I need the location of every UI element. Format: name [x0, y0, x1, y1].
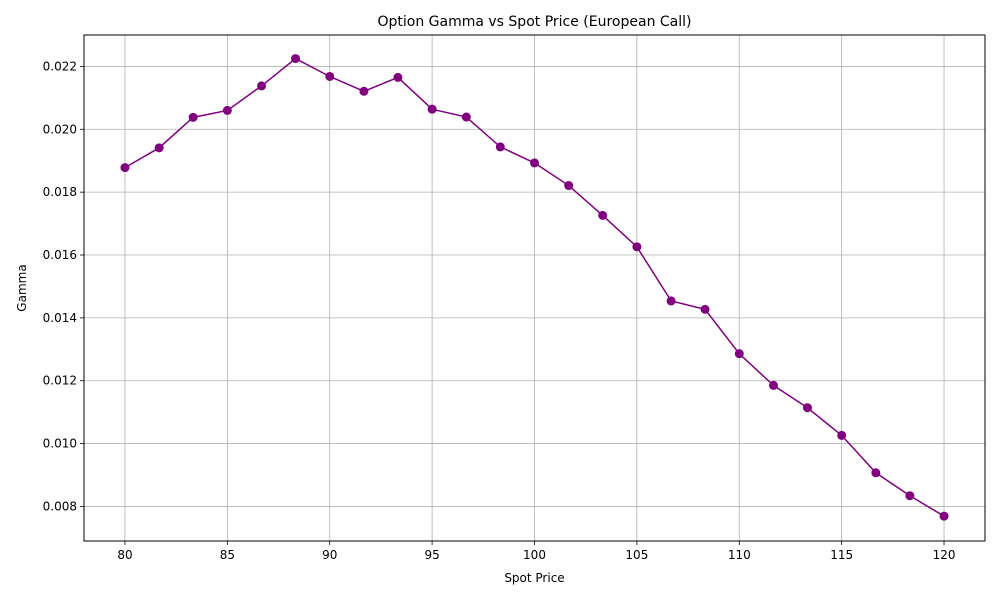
series-layer — [120, 54, 949, 521]
data-point — [154, 143, 164, 153]
x-axis-label: Spot Price — [504, 571, 564, 585]
y-tick-label: 0.018 — [43, 185, 77, 199]
data-point — [120, 163, 130, 173]
y-tick-label: 0.008 — [43, 499, 77, 513]
x-tick-label: 90 — [322, 548, 337, 562]
data-point — [871, 468, 881, 478]
data-point — [666, 296, 676, 306]
data-point — [325, 71, 335, 81]
y-tick-label: 0.022 — [43, 59, 77, 73]
x-tick-label: 85 — [220, 548, 235, 562]
data-point — [393, 72, 403, 82]
data-point — [564, 181, 574, 191]
data-point — [768, 380, 778, 390]
data-point — [802, 403, 812, 413]
y-tick-label: 0.010 — [43, 437, 77, 451]
x-tick-label: 110 — [728, 548, 751, 562]
data-point — [939, 511, 949, 521]
x-tick-label: 115 — [830, 548, 853, 562]
data-point — [837, 430, 847, 440]
data-point — [291, 54, 301, 64]
data-point — [461, 112, 471, 122]
x-tick-label: 95 — [424, 548, 439, 562]
data-point — [359, 86, 369, 96]
x-tick-label: 80 — [117, 548, 132, 562]
x-tick-label: 120 — [933, 548, 956, 562]
chart-title: Option Gamma vs Spot Price (European Cal… — [377, 14, 691, 30]
data-point — [700, 304, 710, 314]
y-tick-label: 0.016 — [43, 248, 77, 262]
data-point — [495, 142, 505, 152]
data-point — [427, 104, 437, 114]
data-point — [734, 349, 744, 359]
data-point — [530, 158, 539, 168]
data-point — [598, 210, 608, 220]
y-axis-label: Gamma — [15, 264, 29, 311]
y-tick-label: 0.012 — [43, 374, 77, 388]
data-point — [257, 81, 267, 91]
y-tick-label: 0.020 — [43, 122, 77, 136]
x-tick-label: 105 — [625, 548, 648, 562]
data-point — [632, 242, 642, 252]
x-tick-label: 100 — [523, 548, 546, 562]
data-point — [222, 105, 232, 115]
data-point — [188, 112, 198, 122]
y-tick-label: 0.014 — [43, 311, 77, 325]
grid — [84, 35, 985, 541]
ticks: 80 85 90 95 100 105 110 115 120 0.008 0.010 0.012 0.… — [43, 59, 956, 562]
data-point — [905, 491, 915, 501]
